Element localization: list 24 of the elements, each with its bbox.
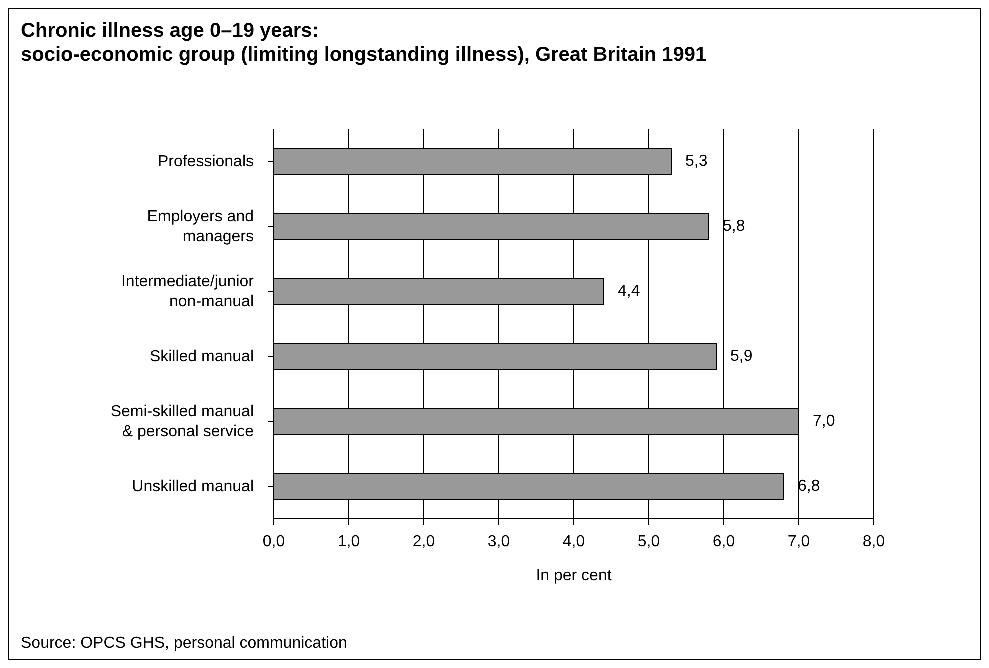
x-tick-label: 1,0 [338, 533, 360, 550]
source-note: Source: OPCS GHS, personal communication [21, 635, 348, 653]
data-label: 7,0 [813, 413, 836, 430]
x-axis-title: In per cent [536, 567, 612, 584]
y-tick-label: Skilled manual [150, 348, 254, 365]
x-tick-label: 6,0 [712, 533, 736, 550]
x-tick-label: 4,0 [562, 533, 586, 550]
x-tick-label: 2,0 [412, 533, 436, 550]
x-tick-label: 7,0 [788, 533, 810, 550]
y-tick-label: Professionals [158, 153, 254, 170]
data-label: 6,8 [798, 478, 820, 495]
y-tick-label: Employers and managers [147, 208, 254, 245]
x-tick-label: 5,0 [638, 533, 660, 550]
x-tick-label: 8,0 [862, 533, 886, 550]
data-label: 5,8 [723, 218, 746, 235]
x-tick-label: 3,0 [488, 533, 510, 550]
chart-title: Chronic illness age 0–19 years: socio-economic group (limiting longstanding illness), Great Britain 1991 [21, 19, 707, 67]
y-tick-label: Unskilled manual [132, 478, 254, 495]
y-tick-label: Semi-skilled manual & personal service [110, 403, 254, 440]
y-tick-label: Intermediate/junior non-manual [121, 273, 255, 310]
data-label: 4,4 [618, 283, 640, 300]
x-tick-label: 0,0 [262, 533, 286, 550]
data-label: 5,9 [730, 348, 753, 365]
data-label: 5,3 [686, 153, 708, 170]
